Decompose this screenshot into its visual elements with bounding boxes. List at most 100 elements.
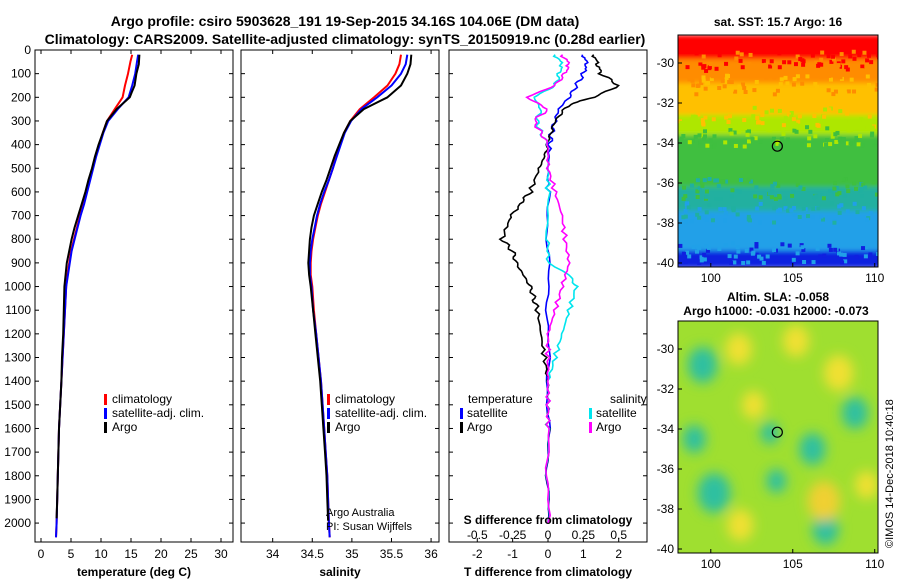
depth-tick-label: 1000 [4, 280, 31, 294]
legend-swatch [104, 394, 107, 405]
map-lat-label: -36 [657, 462, 675, 476]
sst-pixel [811, 260, 816, 265]
sst-pixel [699, 81, 704, 86]
sst-pixel [772, 220, 777, 225]
depth-tick-label: 1100 [5, 303, 31, 317]
sst-pixel [693, 117, 698, 122]
sst-pixel [852, 181, 857, 186]
sst-pixel [825, 126, 830, 131]
sst-pixel [683, 86, 688, 91]
difference-panel: -2 -1 0 1 2 -0.5 -0.25 0 0.25 0.5 T difference fr… [448, 49, 648, 579]
map-lat-label: -30 [657, 342, 675, 356]
sst-pixel [734, 188, 739, 193]
sst-pixel [700, 118, 705, 123]
salinity-line-satellite-adj-clim- [308, 54, 409, 538]
sst-pixel [777, 207, 782, 212]
sst-pixel [867, 114, 872, 119]
sst-pixel [802, 259, 807, 264]
sst-pixel [864, 245, 869, 250]
sst-pixel [706, 81, 711, 86]
sst-pixel [795, 74, 800, 79]
profile-location-marker [771, 140, 783, 152]
salinity-frame [240, 49, 440, 543]
sst-pixel [793, 62, 798, 67]
sst-pixel [777, 194, 782, 199]
sst-pixel [789, 114, 794, 119]
sst-pixel [724, 115, 729, 120]
sst-map-title: sat. SST: 15.7 Argo: 16 [714, 15, 843, 29]
sst-pixel [735, 245, 740, 250]
sst-pixel [695, 212, 700, 217]
sst-pixel [845, 184, 850, 189]
sst-pixel [841, 137, 846, 142]
sst-pixel [821, 196, 826, 201]
sla-eddy [766, 469, 787, 493]
sst-pixel [829, 59, 834, 64]
difference-line-s-satellite [533, 54, 580, 524]
sst-pixel [771, 61, 776, 66]
sst-pixel [707, 64, 712, 69]
sst-pixel [819, 74, 824, 79]
difference-xtick-label: -2 [472, 547, 483, 561]
sst-pixel [710, 213, 715, 218]
sst-pixel [714, 66, 719, 71]
sla-map-frame [677, 320, 879, 554]
sst-pixel [723, 179, 728, 184]
sst-pixel [855, 210, 860, 215]
sst-pixel [689, 108, 694, 113]
sst-pixel [795, 127, 800, 132]
map-lat-label: -32 [657, 96, 675, 110]
sst-pixel [874, 140, 878, 145]
sst-pixel [699, 215, 704, 220]
sst-pixel [818, 254, 823, 259]
sst-pixel [735, 212, 740, 217]
sst-pixel [697, 215, 702, 220]
sst-pixel [723, 140, 728, 145]
sst-pixel [842, 193, 847, 198]
sst-pixel [867, 82, 872, 87]
sst-pixel [861, 118, 866, 123]
sla-eddy [812, 513, 839, 545]
sst-pixel [729, 87, 734, 92]
sst-pixel [834, 139, 839, 144]
sst-pixel [792, 128, 797, 133]
sla-eddy [741, 391, 765, 419]
map-lat-label: -38 [657, 216, 675, 230]
map-lat-label: -36 [657, 176, 675, 190]
sst-map-ticks: 100 105 110 -30 -32 -34 -36 -38 -40 [657, 56, 885, 285]
sst-pixel [833, 132, 838, 137]
map-lat-label: -34 [657, 422, 675, 436]
sst-pixel [848, 54, 853, 59]
depth-tick-label: 0 [24, 43, 31, 57]
sst-pixel [729, 131, 734, 136]
legend-swatch [327, 408, 330, 419]
sst-pixel [797, 214, 802, 219]
sst-pixel [698, 77, 703, 82]
sst-pixel [753, 136, 758, 141]
sst-pixel [801, 59, 806, 64]
sst-pixel [787, 60, 792, 65]
sst-pixel [796, 119, 801, 124]
sst-pixel [726, 119, 731, 124]
sst-pixel [841, 59, 846, 64]
sst-pixel [709, 77, 714, 82]
sst-pixel [722, 84, 727, 89]
sst-pixel [704, 194, 709, 199]
sst-pixel [791, 117, 796, 122]
depth-tick-label: 1800 [4, 469, 31, 483]
legend-swatch [327, 422, 330, 433]
sst-pixel [758, 195, 763, 200]
sst-pixel [739, 52, 744, 57]
s-difference-label: S difference from climatology [464, 513, 633, 527]
sst-pixel [733, 89, 738, 94]
sst-pixel [777, 65, 782, 70]
sst-pixel [733, 122, 738, 127]
sst-pixel [791, 82, 796, 87]
sst-pixel [751, 250, 756, 255]
sst-pixel [732, 260, 737, 265]
sst-pixel [789, 110, 794, 115]
legend-title-temperature: temperature [468, 392, 533, 406]
sst-pixel [861, 246, 866, 251]
sst-pixel [752, 67, 757, 72]
